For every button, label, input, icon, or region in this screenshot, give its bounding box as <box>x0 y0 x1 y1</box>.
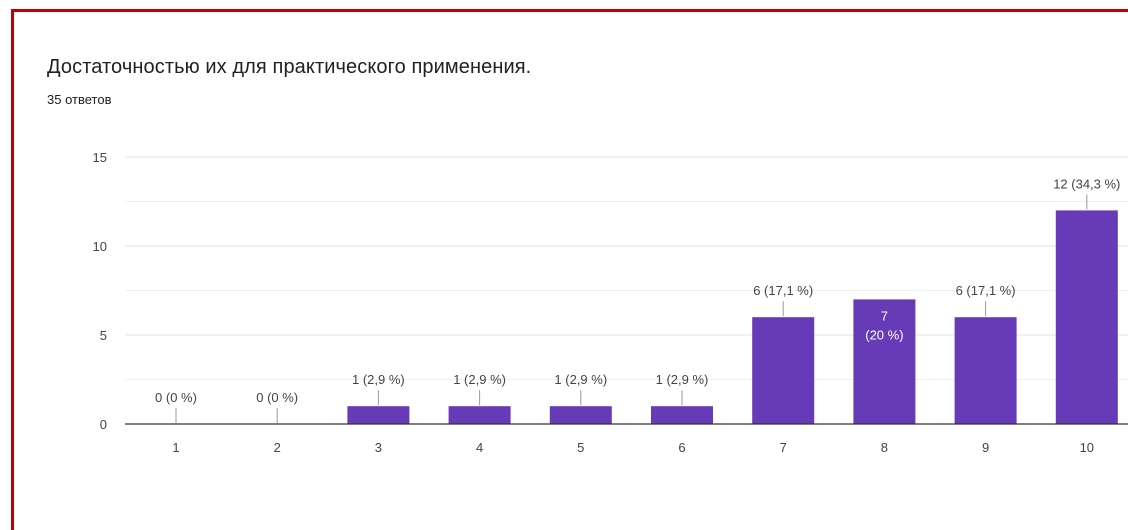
x-tick-label-10: 10 <box>1080 440 1094 455</box>
data-label-8-value: 7 <box>881 308 888 323</box>
response-count: 35 ответов <box>47 92 112 107</box>
bar-9 <box>954 317 1017 424</box>
y-tick-label-0: 0 <box>100 417 107 432</box>
bar-6 <box>651 406 713 424</box>
x-tick-label-3: 3 <box>375 440 382 455</box>
data-label-4: 1 (2,9 %) <box>453 372 506 387</box>
x-tick-label-2: 2 <box>274 440 281 455</box>
data-label-3: 1 (2,9 %) <box>352 372 405 387</box>
bar-5 <box>549 406 612 424</box>
bar-10 <box>1055 210 1118 424</box>
data-label-7: 6 (17,1 %) <box>753 283 813 298</box>
data-label-10: 12 (34,3 %) <box>1053 176 1120 191</box>
x-tick-label-7: 7 <box>780 440 787 455</box>
data-label-9: 6 (17,1 %) <box>956 283 1016 298</box>
x-tick-label-5: 5 <box>577 440 584 455</box>
bar-3 <box>347 406 410 424</box>
x-tick-label-6: 6 <box>678 440 685 455</box>
data-label-2: 0 (0 %) <box>256 390 298 405</box>
data-label-6: 1 (2,9 %) <box>656 372 709 387</box>
x-tick-label-4: 4 <box>476 440 483 455</box>
highlight-frame <box>11 9 1128 530</box>
x-tick-label-8: 8 <box>881 440 888 455</box>
bar-8 <box>853 299 916 424</box>
y-tick-label-10: 10 <box>93 239 107 254</box>
x-tick-label-1: 1 <box>172 440 179 455</box>
bar-4 <box>448 406 511 424</box>
data-label-1: 0 (0 %) <box>155 390 197 405</box>
question-title: Достаточностью их для практического прим… <box>47 56 532 78</box>
bar-7 <box>752 317 815 424</box>
data-label-5: 1 (2,9 %) <box>554 372 607 387</box>
x-tick-label-9: 9 <box>982 440 989 455</box>
y-tick-label-15: 15 <box>93 150 107 165</box>
data-label-8-percent: (20 %) <box>865 327 903 342</box>
y-tick-label-5: 5 <box>100 328 107 343</box>
